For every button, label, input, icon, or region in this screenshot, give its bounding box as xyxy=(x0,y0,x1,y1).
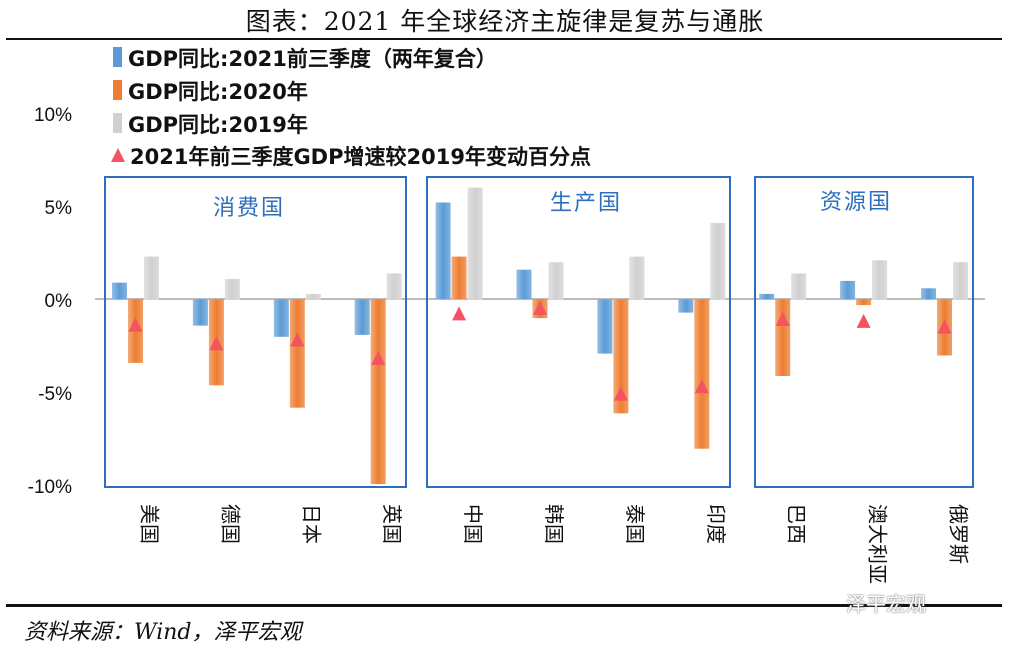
chart: GDP同比:2021前三季度（两年复合） GDP同比:2020年 GDP同比:2… xyxy=(28,47,985,584)
bar-2021-q1q3 xyxy=(759,293,775,300)
bar-2021-q1q3 xyxy=(273,299,289,337)
bar-2019 xyxy=(953,262,968,300)
bar-2021-q1q3 xyxy=(921,288,936,300)
category-label: 美国 xyxy=(137,504,161,544)
group-box-resource xyxy=(754,176,974,488)
bar-2021-q1q3 xyxy=(516,269,532,300)
legend-swatch-orange xyxy=(113,80,122,100)
y-tick-label: 10% xyxy=(34,105,72,126)
y-tick-label: -10% xyxy=(28,477,72,498)
y-tick-label: 5% xyxy=(45,198,73,219)
legend-label: GDP同比:2021前三季度（两年复合） xyxy=(128,47,497,71)
bar-2019 xyxy=(305,293,321,300)
group-label-producer: 生产国 xyxy=(550,191,622,216)
footer-rule xyxy=(6,604,1002,607)
category-label: 韩国 xyxy=(542,504,566,544)
bar-2020 xyxy=(451,256,467,300)
marker-change-vs-2019 xyxy=(937,319,952,334)
legend-label: GDP同比:2020年 xyxy=(128,80,308,104)
bar-2020 xyxy=(613,299,629,414)
marker-change-vs-2019 xyxy=(209,336,224,351)
source-note: 资料来源：Wind，泽平宏观 xyxy=(24,620,302,645)
watermark: 泽平宏观 xyxy=(846,592,926,616)
category-label: 泰国 xyxy=(623,504,647,544)
legend-item: GDP同比:2020年 xyxy=(113,80,308,104)
marker-change-vs-2019 xyxy=(452,306,467,321)
category-label: 德国 xyxy=(218,504,242,544)
bar-2021-q1q3 xyxy=(192,299,208,326)
bar-2020 xyxy=(775,299,791,376)
group-label-consumer: 消费国 xyxy=(213,196,285,221)
y-axis: 10% 5% 0% -5% -10% xyxy=(28,105,72,498)
category-label: 俄罗斯 xyxy=(947,504,971,564)
marker-change-vs-2019 xyxy=(613,386,628,401)
legend-item: GDP同比:2019年 xyxy=(113,113,308,137)
bar-2019 xyxy=(467,187,483,300)
bar-2019 xyxy=(791,273,807,300)
legend-label: GDP同比:2019年 xyxy=(128,113,308,137)
marker-change-vs-2019 xyxy=(533,300,547,315)
bar-2020 xyxy=(856,299,872,306)
bar-2021-q1q3 xyxy=(597,299,613,354)
bar-2019 xyxy=(224,279,240,300)
category-label: 日本 xyxy=(299,504,323,544)
legend-item: GDP同比:2021前三季度（两年复合） xyxy=(113,47,497,71)
y-tick-label: -5% xyxy=(38,384,72,405)
category-label: 巴西 xyxy=(785,504,809,544)
group-label-resource: 资源国 xyxy=(820,190,892,215)
legend: GDP同比:2021前三季度（两年复合） GDP同比:2020年 GDP同比:2… xyxy=(111,47,591,169)
group-boxes: 消费国 生产国 资源国 xyxy=(104,176,974,488)
legend-swatch-blue xyxy=(113,47,122,67)
bar-2020 xyxy=(289,299,305,408)
figure-title: 图表：2021 年全球经济主旋律是复苏与通胀 xyxy=(245,7,765,36)
bar-2021-q1q3 xyxy=(112,282,127,300)
marker-change-vs-2019 xyxy=(694,379,709,394)
legend-item: 2021年前三季度GDP增速较2019年变动百分点 xyxy=(111,145,591,169)
bar-2020 xyxy=(694,299,710,449)
title-rule xyxy=(6,38,1002,40)
y-tick-label: 0% xyxy=(45,291,73,312)
bar-2021-q1q3 xyxy=(678,299,694,313)
bar-2019 xyxy=(710,223,726,300)
bar-2021-q1q3 xyxy=(840,280,856,300)
bar-2019 xyxy=(144,256,159,300)
bar-2019 xyxy=(629,256,645,300)
category-label: 澳大利亚 xyxy=(866,504,890,584)
bar-2020 xyxy=(370,299,386,485)
group-box-producer xyxy=(426,176,731,488)
bars xyxy=(112,187,968,485)
legend-swatch-triangle xyxy=(111,148,125,162)
legend-swatch-gray xyxy=(113,113,122,133)
markers xyxy=(128,300,952,401)
legend-label: 2021年前三季度GDP增速较2019年变动百分点 xyxy=(130,145,591,169)
marker-change-vs-2019 xyxy=(290,332,305,347)
marker-change-vs-2019 xyxy=(371,351,386,366)
bar-2019 xyxy=(386,273,402,300)
marker-change-vs-2019 xyxy=(856,313,871,328)
x-axis-labels: 美国 德国 日本 英国 中国 韩国 泰国 印度 巴西 澳大利亚 俄罗斯 xyxy=(137,504,970,584)
bar-2021-q1q3 xyxy=(435,202,451,300)
category-label: 英国 xyxy=(380,504,404,544)
category-label: 中国 xyxy=(461,504,485,544)
category-label: 印度 xyxy=(704,504,728,544)
marker-change-vs-2019 xyxy=(128,317,143,332)
bar-2021-q1q3 xyxy=(354,299,370,335)
marker-change-vs-2019 xyxy=(775,312,790,327)
bar-2019 xyxy=(872,260,888,300)
group-box-consumer xyxy=(104,176,407,488)
bar-2019 xyxy=(548,262,564,300)
